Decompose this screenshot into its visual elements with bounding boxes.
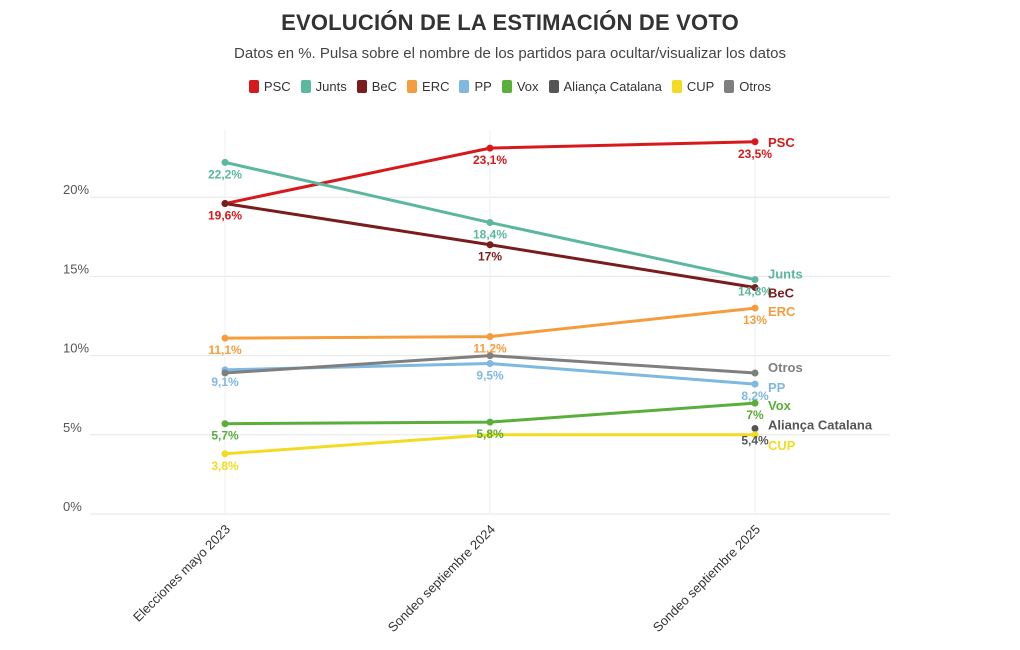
legend-label: BeC <box>371 79 398 94</box>
y-tick-label: 0% <box>63 499 82 514</box>
legend-swatch <box>407 80 418 93</box>
legend-label: Aliança Catalana <box>563 79 662 94</box>
data-label-vox: 5,8% <box>476 427 504 441</box>
data-point-bec[interactable] <box>486 241 494 249</box>
data-label-erc: 11,1% <box>208 343 242 357</box>
x-axis: Elecciones mayo 2023 Sondeo septiembre 20… <box>130 522 763 635</box>
x-tick-label: Sondeo septiembre 2024 <box>385 522 498 635</box>
data-label-erc: 11,2% <box>473 342 507 356</box>
legend-swatch <box>501 80 512 93</box>
data-point-otros[interactable] <box>751 369 759 377</box>
data-point-junts[interactable] <box>221 158 229 166</box>
end-label-vox: Vox <box>768 398 792 413</box>
data-point-pp[interactable] <box>751 380 759 388</box>
data-label-alianca-catalana: 5,4% <box>741 433 769 447</box>
data-label-junts: 14,8% <box>738 285 772 299</box>
data-point-pp[interactable] <box>486 360 494 368</box>
y-tick-label: 20% <box>63 182 89 197</box>
legend-item-vox[interactable]: Vox <box>501 79 539 94</box>
data-point-otros[interactable] <box>486 352 494 360</box>
end-labels: PSC Junts BeC ERC PP Vox Aliança Catalana CUP Ot… <box>768 135 873 453</box>
end-label-junts: Junts <box>768 267 803 282</box>
legend-item-alianca-catalana[interactable]: Aliança Catalana <box>548 79 662 94</box>
legend-item-psc[interactable]: PSC <box>248 79 291 94</box>
legend-item-junts[interactable]: Junts <box>300 79 347 94</box>
legend-swatch <box>548 80 559 93</box>
series-lines <box>221 138 759 458</box>
data-label-psc: 19,6% <box>208 209 242 223</box>
legend-swatch <box>459 80 470 93</box>
data-point-vox[interactable] <box>486 418 494 426</box>
data-label-junts: 22,2% <box>208 167 242 181</box>
data-point-psc[interactable] <box>751 138 759 146</box>
data-point-erc[interactable] <box>486 333 494 341</box>
legend-label: PSC <box>263 79 291 94</box>
y-tick-label: 15% <box>63 261 89 276</box>
data-point-vox[interactable] <box>751 399 759 407</box>
end-label-erc: ERC <box>768 304 796 319</box>
legend-label: ERC <box>422 79 450 94</box>
end-label-cup: CUP <box>768 438 796 453</box>
data-point-bec[interactable] <box>221 200 229 208</box>
data-label-psc: 23,5% <box>738 147 772 161</box>
data-point-psc[interactable] <box>486 144 494 152</box>
data-labels: 19,6% 23,1% 23,5% 22,2% 18,4% 14,8% 17% 11,1% 11… <box>208 147 772 473</box>
x-tick-label: Elecciones mayo 2023 <box>130 522 233 625</box>
end-label-otros: Otros <box>768 360 803 375</box>
end-label-alianca-catalana: Aliança Catalana <box>768 417 873 432</box>
end-label-psc: PSC <box>768 135 795 150</box>
data-label-psc: 23,1% <box>473 153 507 167</box>
legend-label: Otros <box>739 79 772 94</box>
legend-item-cup[interactable]: CUP <box>671 79 715 94</box>
data-point-otros[interactable] <box>221 369 229 377</box>
legend-item-otros[interactable]: Otros <box>724 79 771 94</box>
data-point-erc[interactable] <box>751 304 759 312</box>
data-label-pp: 8,2% <box>741 389 769 403</box>
data-point-junts[interactable] <box>486 219 494 227</box>
legend-label: CUP <box>686 79 715 94</box>
legend-swatch <box>671 80 682 93</box>
data-point-cup[interactable] <box>221 450 229 458</box>
data-point-bec[interactable] <box>751 283 759 291</box>
legend-label: PP <box>474 79 492 94</box>
legend-swatch <box>356 80 367 93</box>
data-point-junts[interactable] <box>751 276 759 284</box>
data-point-cup[interactable] <box>486 431 494 439</box>
data-point-vox[interactable] <box>221 420 229 428</box>
y-tick-label: 5% <box>63 420 82 435</box>
chart-title: EVOLUCIÓN DE LA ESTIMACIÓN DE VOTO <box>281 10 739 35</box>
y-axis: 0% 5% 10% 15% 20% <box>63 182 89 514</box>
legend-item-erc[interactable]: ERC <box>407 79 449 94</box>
legend-item-pp[interactable]: PP <box>459 79 492 94</box>
legend-swatch <box>248 80 259 93</box>
data-label-pp: 9,1% <box>211 375 239 389</box>
end-label-pp: PP <box>768 380 786 395</box>
grid-lines <box>90 130 890 515</box>
legend-swatch <box>300 80 311 93</box>
chart-subtitle: Datos en %. Pulsa sobre el nombre de los… <box>234 45 786 62</box>
legend: PSC Junts BeC ERC PP Vox Aliança Catalana CUP Ot… <box>0 79 1020 94</box>
x-tick-label: Sondeo septiembre 2025 <box>650 522 763 635</box>
data-label-pp: 9,5% <box>476 369 504 383</box>
data-label-bec: 17% <box>478 250 502 264</box>
data-point-alianca-catalana[interactable] <box>751 424 759 432</box>
data-point-erc[interactable] <box>221 334 229 342</box>
legend-item-bec[interactable]: BeC <box>356 79 398 94</box>
data-label-junts: 18,4% <box>473 228 507 242</box>
data-label-vox: 7% <box>746 408 764 422</box>
legend-label: Vox <box>516 79 539 94</box>
data-label-cup: 3,8% <box>211 459 239 473</box>
legend-swatch <box>724 80 735 93</box>
y-tick-label: 10% <box>63 341 89 356</box>
data-label-erc: 13% <box>743 313 767 327</box>
data-label-vox: 5,7% <box>211 429 239 443</box>
legend-label: Junts <box>315 79 347 94</box>
end-label-bec: BeC <box>768 285 795 300</box>
data-point-cup[interactable] <box>751 431 759 439</box>
